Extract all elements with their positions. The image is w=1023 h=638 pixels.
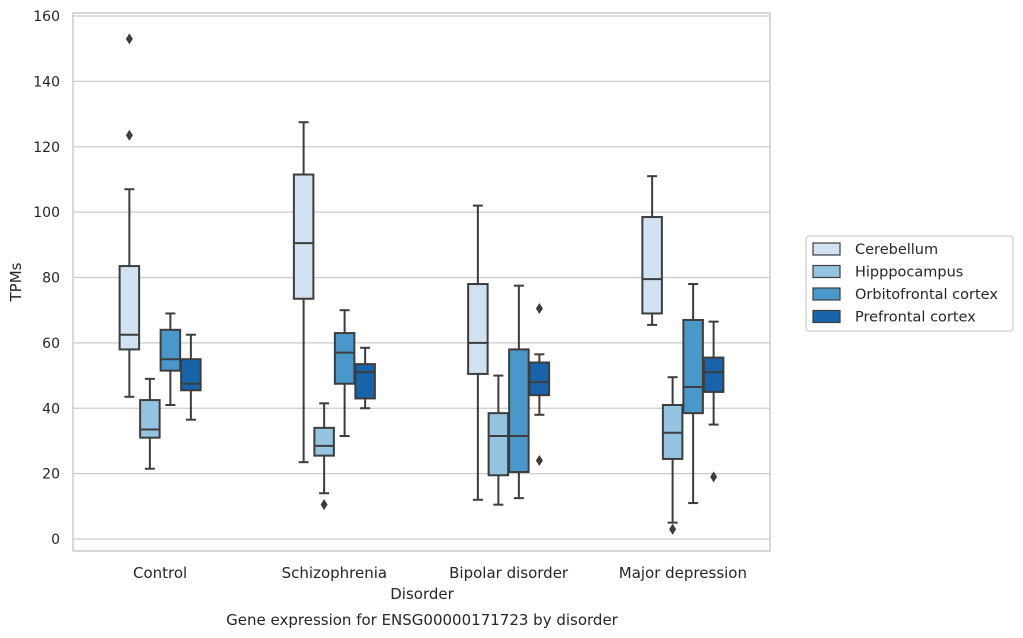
legend: Cerebellum Hipppocampus Orbitofrontal cort… <box>805 235 1014 332</box>
y-tick-label: 0 <box>51 532 60 548</box>
plot-frame <box>72 12 771 552</box>
box <box>292 121 315 464</box>
category-group <box>118 33 202 470</box>
y-tick-label: 120 <box>33 140 60 156</box>
outlier-point <box>710 471 718 483</box>
outlier-point <box>535 303 543 315</box>
outlier-point <box>669 523 677 535</box>
legend-swatch <box>812 242 841 256</box>
y-tick-label: 160 <box>33 9 60 25</box>
box <box>528 303 551 467</box>
legend-entry: Prefrontal cortex <box>855 310 976 326</box>
box-iqr <box>508 348 530 473</box>
box-groups <box>118 33 725 535</box>
box-iqr <box>118 265 141 351</box>
box-iqr <box>159 328 182 372</box>
y-tick-label: 20 <box>42 467 60 483</box>
box-iqr <box>487 412 510 477</box>
y-tick-label: 60 <box>42 336 60 352</box>
box-iqr <box>292 173 315 300</box>
category-group <box>641 175 725 535</box>
outlier-point <box>320 499 328 511</box>
legend-entry: Cerebellum <box>855 242 938 258</box>
box <box>333 309 356 438</box>
box <box>508 284 530 500</box>
chart-caption: Gene expression for ENSG00000171723 by d… <box>226 611 619 629</box>
x-tick-label: Major depression <box>619 564 747 582</box>
plot-area <box>73 13 770 551</box>
box <box>118 33 141 398</box>
legend-swatch <box>812 287 841 301</box>
x-tick-label: Control <box>133 564 187 582</box>
y-tick-labels: 0 20 40 60 80 100 120 140 160 <box>33 9 60 548</box>
outlier-point <box>125 33 133 45</box>
y-tick-label: 140 <box>33 74 60 90</box>
box-iqr <box>641 216 663 315</box>
outlier-point <box>125 129 133 141</box>
box <box>139 377 161 470</box>
box-iqr <box>467 283 489 375</box>
box-iqr <box>354 363 376 400</box>
box-iqr <box>180 358 202 392</box>
legend-frame <box>805 235 1014 332</box>
y-axis-label: TPMs <box>7 262 25 302</box>
box <box>159 312 182 406</box>
x-tick-labels: Control Schizophrenia Bipolar disorder Majo… <box>133 564 747 582</box>
box <box>661 376 684 535</box>
gridlines <box>73 15 770 540</box>
box <box>467 204 489 501</box>
box <box>702 320 725 483</box>
legend-swatch <box>812 309 841 324</box>
legend-entry: Hipppocampus <box>855 265 963 281</box>
y-tick-label: 40 <box>42 401 60 417</box>
x-tick-label: Bipolar disorder <box>449 564 569 582</box>
x-axis-label: Disorder <box>390 585 454 603</box>
y-tick-label: 80 <box>42 271 60 287</box>
legend-entry: Orbitofrontal cortex <box>855 287 998 303</box>
box <box>180 333 202 421</box>
box-iqr <box>333 332 356 385</box>
box-iqr <box>313 426 335 457</box>
x-tick-label: Schizophrenia <box>282 564 387 582</box>
box-iqr <box>528 361 551 397</box>
y-tick-label: 100 <box>33 205 60 221</box>
legend-swatch <box>812 264 841 279</box>
box <box>682 283 704 505</box>
box <box>641 175 663 326</box>
category-group <box>467 204 551 506</box>
box-iqr <box>702 356 725 393</box>
box <box>313 402 335 511</box>
box <box>354 346 376 410</box>
box-iqr <box>682 318 704 415</box>
category-group <box>292 121 376 511</box>
outlier-point <box>535 455 543 467</box>
box-iqr <box>139 399 161 439</box>
